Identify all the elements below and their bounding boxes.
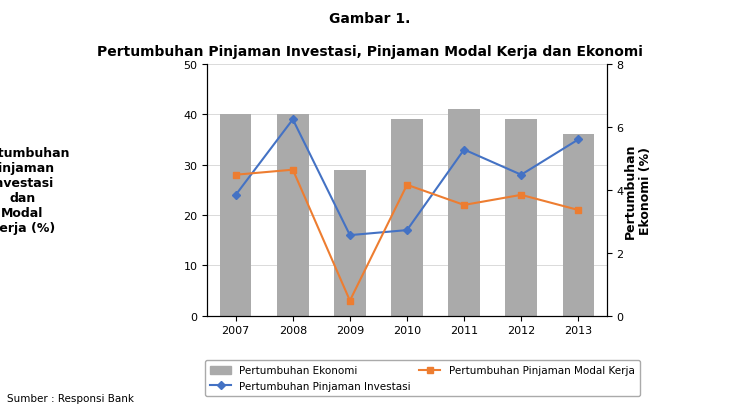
Bar — [334, 170, 366, 316]
Bar — [562, 135, 594, 316]
Legend: Pertumbuhan Ekonomi, Pertumbuhan Pinjaman Investasi, Pertumbuhan Pinjaman Modal : Pertumbuhan Ekonomi, Pertumbuhan Pinjama… — [205, 360, 639, 396]
Text: Sumber : Responsi Bank: Sumber : Responsi Bank — [7, 393, 135, 403]
Text: Gambar 1.: Gambar 1. — [329, 12, 411, 26]
Bar — [220, 115, 252, 316]
Bar — [505, 120, 537, 316]
Bar — [391, 120, 423, 316]
Y-axis label: Pertumbuhan
Ekonomi (%): Pertumbuhan Ekonomi (%) — [624, 143, 651, 238]
Text: Pertumbuhan Pinjaman Investasi, Pinjaman Modal Kerja dan Ekonomi: Pertumbuhan Pinjaman Investasi, Pinjaman… — [97, 45, 643, 58]
Text: Pertumbuhan
Pinjaman
Investasi
dan
Modal
Kerja (%): Pertumbuhan Pinjaman Investasi dan Modal… — [0, 147, 70, 234]
Bar — [277, 115, 309, 316]
Bar — [448, 110, 480, 316]
